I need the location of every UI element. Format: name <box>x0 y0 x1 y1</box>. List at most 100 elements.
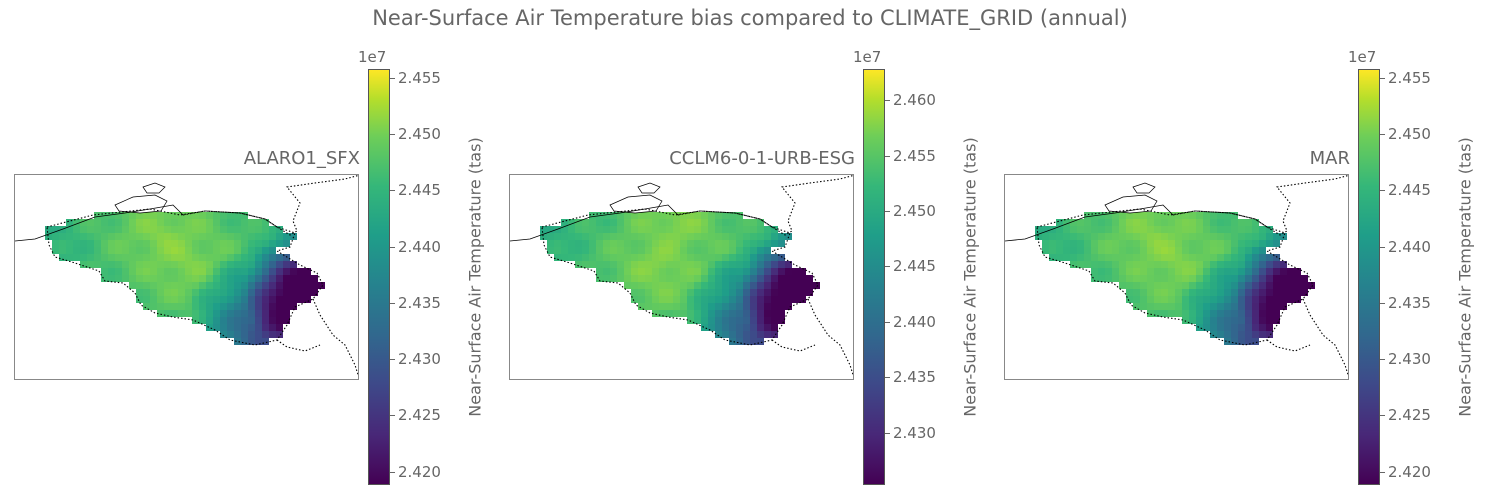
heatmap-cell <box>785 233 792 240</box>
heatmap-cell <box>1133 289 1140 296</box>
heatmap-cell <box>792 268 799 275</box>
heatmap-cell <box>680 289 687 296</box>
heatmap-cell <box>659 289 666 296</box>
heatmap-cell <box>269 310 276 317</box>
heatmap-cell <box>1098 261 1105 268</box>
heatmap-cell <box>659 303 666 310</box>
heatmap-cell <box>290 303 297 310</box>
heatmap-cell <box>771 303 778 310</box>
heatmap-cell <box>1224 310 1231 317</box>
colorbar-tick-label: 2.460 <box>893 91 936 110</box>
heatmap-cell <box>276 289 283 296</box>
heatmap-svg <box>15 175 358 377</box>
heatmap-cell <box>143 247 150 254</box>
heatmap-cell <box>157 268 164 275</box>
heatmap-cell <box>1224 240 1231 247</box>
heatmap-cell <box>171 289 178 296</box>
heatmap-cell <box>171 219 178 226</box>
heatmap-cell <box>101 247 108 254</box>
heatmap-cell <box>785 282 792 289</box>
heatmap-cell <box>178 226 185 233</box>
heatmap-cell <box>1224 275 1231 282</box>
heatmap-cell <box>220 275 227 282</box>
heatmap-cell <box>164 289 171 296</box>
heatmap-cell <box>1168 254 1175 261</box>
heatmap-cell <box>624 268 631 275</box>
heatmap-cell <box>171 233 178 240</box>
heatmap-cell <box>1245 324 1252 331</box>
heatmap-cell <box>652 282 659 289</box>
heatmap-cell <box>1217 247 1224 254</box>
heatmap-cell <box>276 268 283 275</box>
heatmap-cell <box>1189 226 1196 233</box>
heatmap-cell <box>1119 268 1126 275</box>
heatmap-cell <box>234 324 241 331</box>
heatmap-cell <box>715 310 722 317</box>
heatmap-cell <box>1161 282 1168 289</box>
heatmap-cell <box>150 268 157 275</box>
heatmap-cell <box>220 282 227 289</box>
heatmap-cell <box>1203 303 1210 310</box>
heatmap-cell <box>1140 261 1147 268</box>
heatmap-cell <box>262 324 269 331</box>
heatmap-cell <box>220 268 227 275</box>
heatmap-cell <box>276 226 283 233</box>
heatmap-cell <box>694 254 701 261</box>
colorbar-tick <box>390 134 395 136</box>
heatmap-cell <box>743 338 750 345</box>
heatmap-cell <box>297 282 304 289</box>
heatmap-cell <box>638 268 645 275</box>
heatmap-cell <box>1266 296 1273 303</box>
heatmap-cell <box>624 219 631 226</box>
heatmap-cell <box>164 254 171 261</box>
heatmap-cell <box>73 233 80 240</box>
heatmap-cell <box>596 275 603 282</box>
heatmap-cell <box>1266 240 1273 247</box>
heatmap-cell <box>610 247 617 254</box>
heatmap-cell <box>575 261 582 268</box>
heatmap-cell <box>736 212 743 219</box>
heatmap-cell <box>1182 226 1189 233</box>
heatmap-cell <box>199 289 206 296</box>
heatmap-cell <box>729 296 736 303</box>
heatmap-cell <box>750 338 757 345</box>
heatmap-cell <box>750 275 757 282</box>
heatmap-cell <box>1245 254 1252 261</box>
heatmap-cell <box>708 247 715 254</box>
heatmap-cell <box>220 303 227 310</box>
heatmap-cell <box>1098 247 1105 254</box>
heatmap-cell <box>1210 303 1217 310</box>
heatmap-cell <box>757 254 764 261</box>
heatmap-cell <box>582 261 589 268</box>
heatmap-cell <box>659 247 666 254</box>
heatmap-cell <box>1056 233 1063 240</box>
heatmap-cell <box>1105 261 1112 268</box>
heatmap-cell <box>311 275 318 282</box>
heatmap-cell <box>729 331 736 338</box>
heatmap-cell <box>757 289 764 296</box>
heatmap-cell <box>255 310 262 317</box>
heatmap-cell <box>1161 219 1168 226</box>
heatmap-cell <box>192 310 199 317</box>
heatmap-cell <box>1154 261 1161 268</box>
colorbar-tick-label: 2.435 <box>1388 293 1431 312</box>
heatmap-cell <box>1266 282 1273 289</box>
heatmap-cell <box>778 289 785 296</box>
heatmap-cell <box>673 268 680 275</box>
heatmap-cell <box>750 310 757 317</box>
heatmap-cell <box>1238 233 1245 240</box>
heatmap-cell <box>129 212 136 219</box>
heatmap-cell <box>680 296 687 303</box>
heatmap-cell <box>1203 240 1210 247</box>
heatmap-cell <box>206 310 213 317</box>
colorbar-tick-label: 2.425 <box>1388 406 1431 425</box>
heatmap-cell <box>589 254 596 261</box>
heatmap-cell <box>631 268 638 275</box>
colorbar-tick <box>1380 302 1385 304</box>
heatmap-cell <box>659 268 666 275</box>
heatmap-cell <box>1224 219 1231 226</box>
heatmap-cell <box>1196 324 1203 331</box>
heatmap-cell <box>1140 240 1147 247</box>
heatmap-cell <box>178 275 185 282</box>
colorbar-tick-label: 2.440 <box>1388 237 1431 256</box>
